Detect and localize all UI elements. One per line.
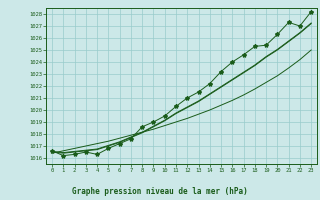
Text: Graphe pression niveau de la mer (hPa): Graphe pression niveau de la mer (hPa) bbox=[72, 187, 248, 196]
